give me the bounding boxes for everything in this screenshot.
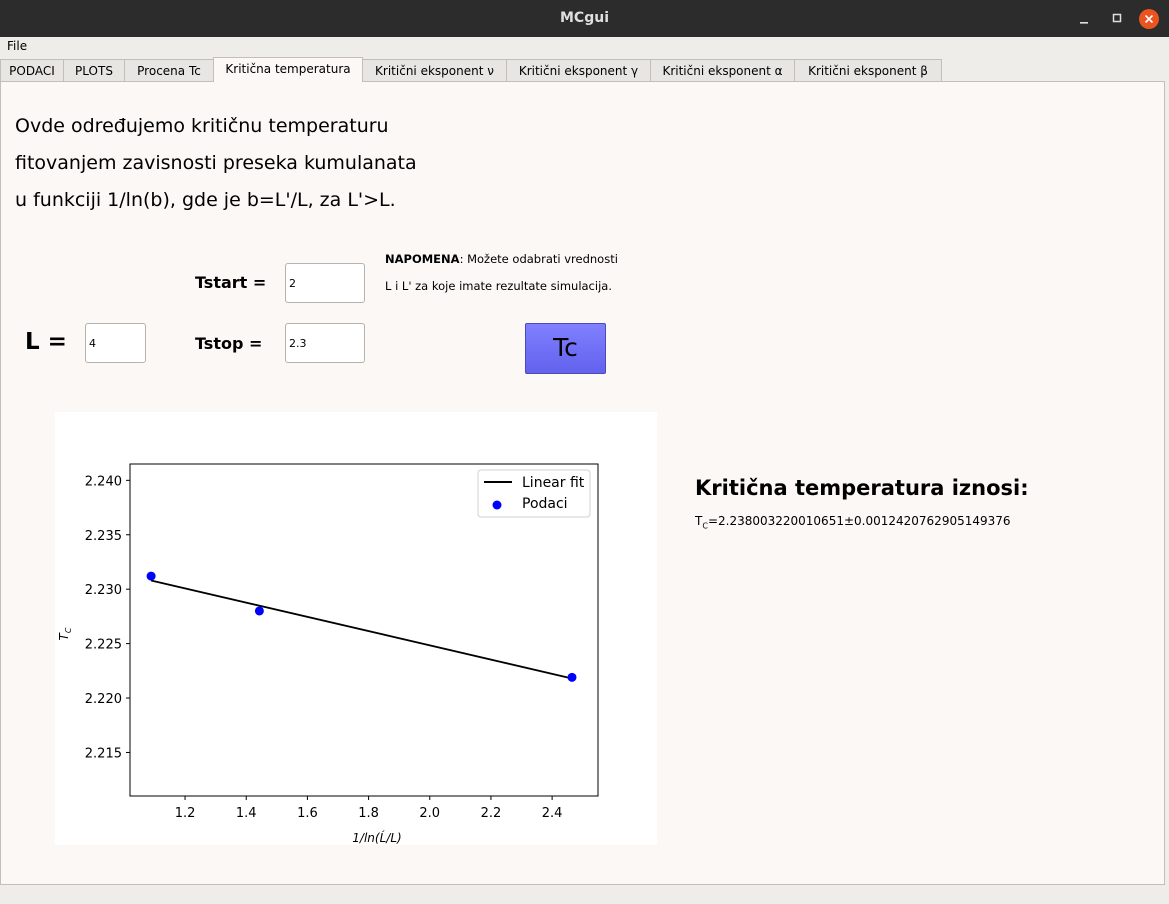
y-tick-label: 2.235: [85, 529, 122, 544]
menu-bar: File: [0, 37, 1169, 57]
minimize-icon: [1080, 22, 1088, 24]
intro-line-3: u funkciji 1/ln(b), gde je b=L'/L, za L'…: [15, 189, 396, 211]
data-point: [254, 606, 264, 616]
y-axis-label-main: T: [57, 631, 71, 640]
result-sub: C: [702, 521, 708, 531]
legend: Linear fit Podaci: [477, 469, 591, 518]
x-tick-label: 2.2: [481, 806, 502, 821]
y-tick-label: 2.240: [85, 474, 122, 489]
tstart-input[interactable]: [285, 263, 365, 303]
tab-podaci[interactable]: PODACI: [0, 59, 64, 81]
tab-kriticni-eksponent-alpha[interactable]: Kritični eksponent α: [650, 59, 795, 81]
x-tick-label: 2.4: [542, 806, 563, 821]
tstop-label: Tstop =: [195, 334, 263, 353]
y-tick-label: 2.225: [85, 638, 122, 653]
tstop-input[interactable]: [285, 323, 365, 363]
result-number: =2.238003220010651±0.0012420762905149376: [707, 514, 1011, 528]
tc-fit-chart: 1.2 1.4 1.6 1.8 2.0 2.2 2.4 2.2152.2202.2252.2…: [57, 463, 599, 845]
x-axis: 1.2 1.4 1.6 1.8 2.0 2.2 2.4: [175, 796, 563, 821]
y-axis: 2.215 2.220 2.225 2.230 2.235 2.240: [85, 474, 130, 761]
x-tick-label: 1.2: [175, 806, 196, 821]
maximize-icon: [1112, 13, 1122, 23]
compute-tc-button[interactable]: Tc: [525, 323, 606, 374]
data-point: [146, 571, 156, 581]
status-bar: [0, 885, 1169, 904]
axes-frame: [129, 463, 599, 797]
legend-data-label: Podaci: [522, 496, 568, 512]
tstart-label: Tstart =: [195, 273, 267, 292]
tab-kriticna-temperatura[interactable]: Kritična temperatura: [213, 57, 363, 82]
l-input[interactable]: [85, 323, 146, 363]
x-tick-label: 1.8: [358, 806, 379, 821]
tab-bar: PODACI PLOTS Procena Tc Kritična tempera…: [0, 57, 1169, 82]
plot-canvas: 1.2 1.4 1.6 1.8 2.0 2.2 2.4 2.215 2.220 2.225 2.2…: [55, 412, 657, 845]
y-tick-label: 2.220: [85, 692, 122, 707]
y-tick-label: 2.215: [85, 746, 122, 761]
minimize-button[interactable]: [1074, 9, 1094, 29]
maximize-button[interactable]: [1107, 9, 1127, 29]
fit-series: [150, 579, 573, 680]
close-button[interactable]: [1139, 9, 1159, 29]
tab-kriticni-eksponent-beta[interactable]: Kritični eksponent β: [794, 59, 942, 81]
x-axis-label: 1/ln(Ĺ/L): [352, 830, 401, 845]
tab-plots[interactable]: PLOTS: [63, 59, 125, 81]
window-title: MCgui: [560, 10, 609, 26]
result-prefix: T: [695, 514, 703, 528]
x-tick-label: 2.0: [419, 806, 440, 821]
legend-fit-label: Linear fit: [522, 475, 585, 491]
y-axis-label-sub: C: [64, 627, 73, 633]
data-point: [567, 672, 577, 682]
intro-line-1: Ovde određujemo kritičnu temperaturu: [15, 115, 389, 137]
title-bar: MCgui: [0, 0, 1169, 37]
note-line-1: NAPOMENA: Možete odabrati vrednosti: [385, 252, 618, 266]
data-series: [146, 571, 577, 682]
y-tick-label: 2.230: [85, 583, 122, 598]
legend-dot-swatch: [492, 500, 502, 510]
note-line-2: L i L' za koje imate rezultate simulacij…: [385, 279, 612, 293]
menu-file[interactable]: File: [7, 39, 28, 53]
note-label: NAPOMENA: [385, 252, 460, 266]
l-label: L =: [25, 329, 67, 355]
result-heading: Kritična temperatura iznosi:: [695, 476, 1029, 500]
x-tick-label: 1.4: [236, 806, 257, 821]
y-axis-label: TC: [57, 627, 73, 640]
tab-procena-tc[interactable]: Procena Tc: [124, 59, 214, 81]
note-text: : Možete odabrati vrednosti: [459, 252, 618, 266]
tab-kriticni-eksponent-nu[interactable]: Kritični eksponent ν: [362, 59, 507, 81]
fit-line: [150, 579, 573, 680]
result-value: TC=2.238003220010651±0.00124207629051493…: [695, 514, 1011, 530]
tab-kriticni-eksponent-gamma[interactable]: Kritični eksponent γ: [506, 59, 651, 81]
close-icon: [1144, 14, 1154, 24]
x-tick-label: 1.6: [297, 806, 318, 821]
intro-line-2: fitovanjem zavisnosti preseka kumulanata: [15, 152, 417, 174]
